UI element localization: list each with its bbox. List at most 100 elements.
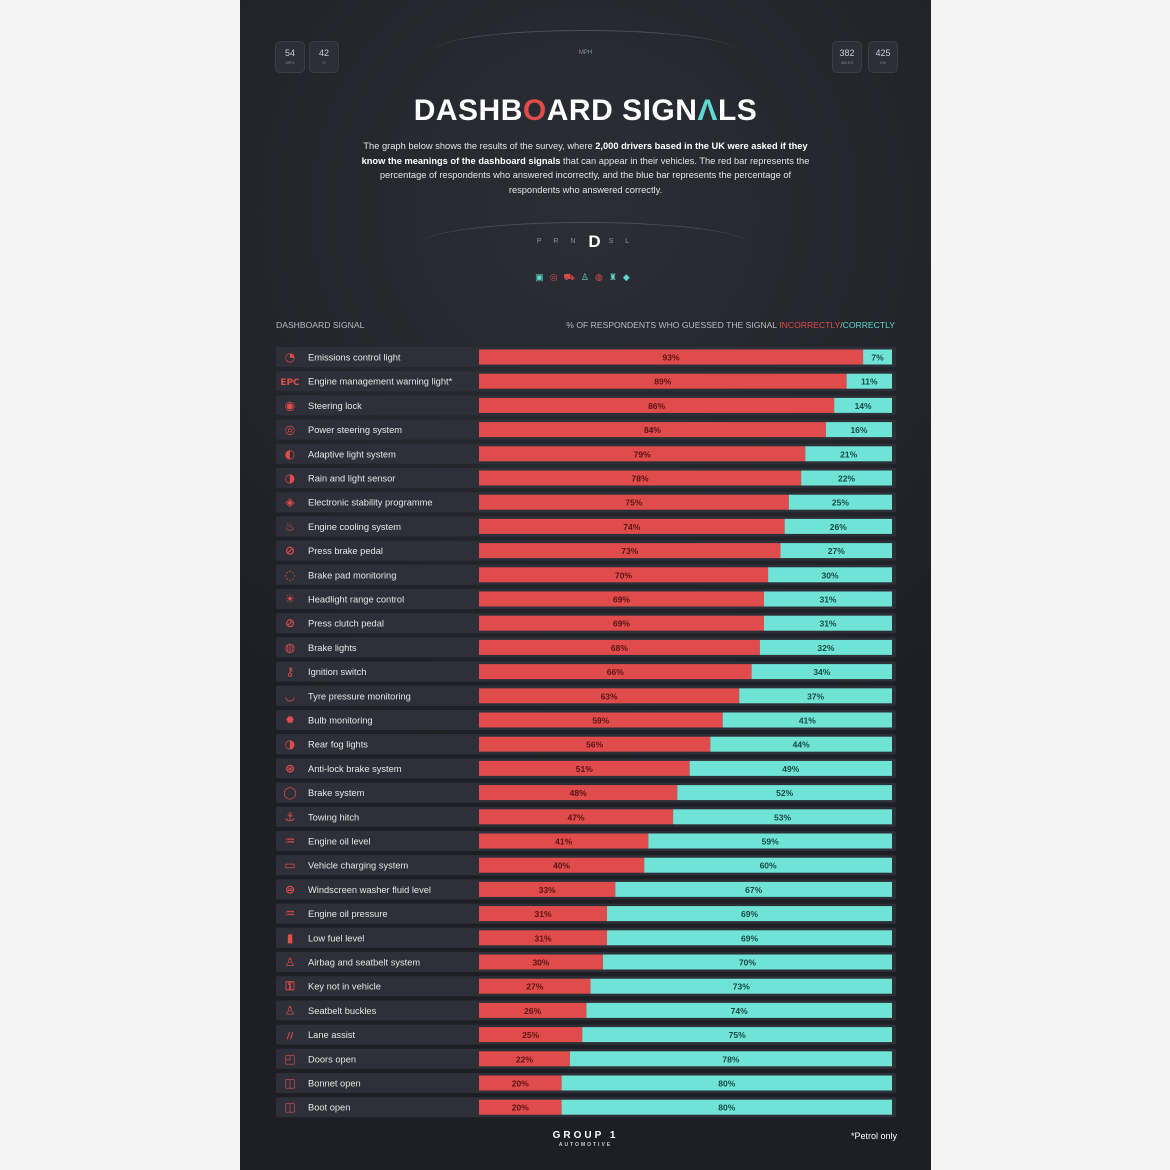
- data-label-incorrect: 93%: [663, 353, 680, 363]
- gauge-temperature: 42 °C: [310, 42, 338, 72]
- data-label-incorrect: 68%: [611, 643, 628, 653]
- signal-label: Brake system: [308, 788, 365, 798]
- bar-correct: [590, 978, 892, 994]
- gear-current: D: [588, 232, 601, 251]
- data-label-correct: 7%: [871, 353, 884, 363]
- bar-incorrect: [479, 543, 781, 559]
- data-label-incorrect: 33%: [539, 885, 556, 895]
- data-label-correct: 31%: [819, 619, 836, 629]
- bar-incorrect: [479, 833, 649, 849]
- bar-correct: [607, 906, 892, 922]
- column-header-percentage: % OF RESPONDENTS WHO GUESSED THE SIGNAL …: [566, 320, 895, 330]
- data-label-incorrect: 69%: [613, 595, 630, 605]
- gauge-unit: °C: [321, 60, 327, 65]
- data-label-incorrect: 30%: [532, 958, 549, 968]
- data-label-correct: 69%: [741, 909, 758, 919]
- signal-icon: ◡: [285, 689, 294, 703]
- signal-icon: ♙: [285, 955, 296, 969]
- bar-correct: [863, 349, 892, 365]
- gauge-value: 425: [875, 48, 891, 58]
- signal-icon: ⊘: [285, 544, 295, 558]
- bar-correct: [739, 688, 892, 704]
- signal-label: Anti-lock brake system: [308, 764, 402, 774]
- signal-icon: ⚓: [285, 810, 296, 824]
- data-label-incorrect: 59%: [592, 716, 609, 726]
- bar-correct: [648, 833, 892, 849]
- signal-label: Towing hitch: [308, 812, 359, 822]
- data-label-incorrect: 31%: [535, 909, 552, 919]
- data-label-incorrect: 41%: [555, 837, 572, 847]
- data-label-correct: 26%: [830, 522, 847, 532]
- bar-incorrect: [479, 1099, 562, 1115]
- signal-label: Low fuel level: [308, 933, 364, 943]
- data-label-correct: 32%: [817, 643, 834, 653]
- signal-label: Seatbelt buckles: [308, 1006, 377, 1016]
- data-label-incorrect: 89%: [654, 377, 671, 387]
- signal-icon: ✹: [285, 713, 295, 727]
- data-label-incorrect: 48%: [570, 788, 587, 798]
- bar-correct: [710, 736, 892, 752]
- bar-incorrect: [479, 906, 608, 922]
- data-label-correct: 41%: [799, 716, 816, 726]
- data-label-incorrect: 40%: [553, 861, 570, 871]
- bar-correct: [788, 494, 892, 510]
- signal-icon: ◰: [284, 1052, 295, 1066]
- signal-label: Doors open: [308, 1054, 356, 1064]
- warning-icon-strip: ▣◎⛟♙◍♜◆: [240, 272, 931, 284]
- bar-incorrect: [479, 1075, 562, 1091]
- data-label-incorrect: 86%: [648, 401, 665, 411]
- bar-incorrect: [479, 639, 760, 655]
- bar-incorrect: [479, 857, 645, 873]
- data-label-correct: 25%: [832, 498, 849, 508]
- data-label-correct: 11%: [861, 377, 878, 387]
- gauge-unit: MPG: [285, 60, 295, 65]
- data-label-correct: 69%: [741, 933, 758, 943]
- signal-label: Engine oil level: [308, 837, 371, 847]
- bar-incorrect: [479, 1051, 570, 1067]
- signal-label: Brake pad monitoring: [308, 570, 396, 580]
- intro-text: that can appear in their vehicles. The r…: [379, 155, 810, 196]
- data-label-correct: 53%: [774, 812, 791, 822]
- data-label-correct: 73%: [733, 982, 750, 992]
- bar-incorrect: [479, 518, 785, 534]
- signal-label: Lane assist: [308, 1030, 355, 1040]
- bar-correct: [846, 373, 892, 389]
- header-text: % OF RESPONDENTS WHO GUESSED THE SIGNAL: [566, 320, 780, 330]
- signal-label: Engine oil pressure: [308, 909, 388, 919]
- gauge-km: 425 KM: [869, 42, 897, 72]
- signal-icon: ♨: [285, 519, 296, 533]
- brake-icon: ◎: [549, 272, 564, 282]
- legend-incorrect: INCORRECTLY: [779, 320, 841, 330]
- signal-label: Rain and light sensor: [308, 474, 395, 484]
- signal-label: Headlight range control: [308, 595, 404, 605]
- battery-icon: ▣: [535, 272, 550, 282]
- footnote: *Petrol only: [850, 1131, 897, 1141]
- signal-label: Steering lock: [308, 401, 362, 411]
- intro-text: The graph below shows the results of the…: [363, 141, 596, 151]
- signal-icon: ◔: [285, 350, 295, 364]
- bar-correct: [607, 930, 892, 946]
- bar-correct: [689, 760, 892, 776]
- bar-correct: [763, 615, 892, 631]
- data-label-correct: 21%: [840, 449, 857, 459]
- page-title: DASHBOARD SIGNΛLS: [240, 94, 931, 128]
- signal-label: Electronic stability programme: [308, 498, 433, 508]
- bar-correct: [784, 518, 892, 534]
- data-label-correct: 16%: [850, 425, 867, 435]
- title-part: LS: [717, 94, 758, 127]
- bar-incorrect: [479, 954, 603, 970]
- title-part: ARD SIGN: [546, 94, 698, 127]
- bar-incorrect: [479, 881, 616, 897]
- signal-label: Bonnet open: [308, 1079, 361, 1089]
- data-label-incorrect: 84%: [644, 425, 661, 435]
- signal-icon: ☀: [285, 592, 296, 606]
- bar-correct: [825, 422, 892, 438]
- data-label-correct: 31%: [819, 595, 836, 605]
- data-label-incorrect: 78%: [632, 474, 649, 484]
- intro-bold-text: 2,000 drivers based in the UK were asked…: [361, 141, 808, 166]
- data-label-incorrect: 22%: [516, 1054, 533, 1064]
- bar-incorrect: [479, 664, 752, 680]
- bar-incorrect: [479, 349, 864, 365]
- oil-icon: ◆: [622, 272, 636, 282]
